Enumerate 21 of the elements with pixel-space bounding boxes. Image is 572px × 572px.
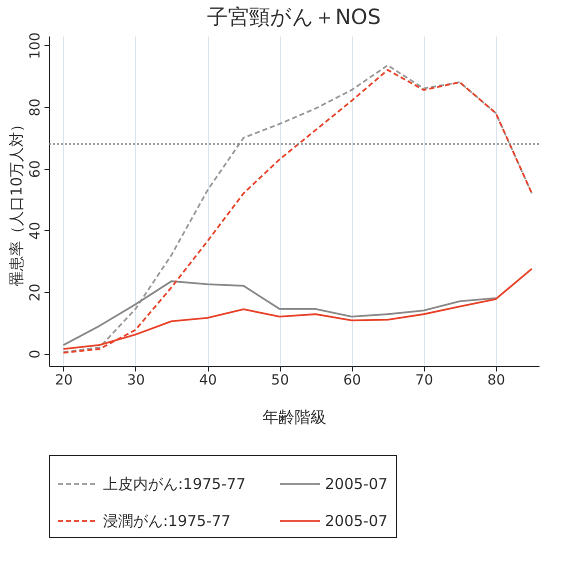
x-axis-title: 年齢階級	[262, 408, 326, 426]
x-tick-label: 60	[343, 372, 362, 388]
x-tick-label: 40	[199, 372, 217, 388]
x-tick-label: 50	[271, 372, 289, 388]
line-series	[62, 280, 497, 346]
y-tick-label: 100	[28, 32, 44, 60]
x-tick-label: 20	[55, 372, 73, 388]
legend-label: 2005-07	[325, 475, 388, 493]
y-tick-label: 40	[28, 222, 44, 240]
chart-title: 子宮頸がん＋NOS	[207, 4, 381, 29]
x-tick-label: 80	[487, 372, 506, 388]
y-tick-label: 0	[28, 350, 44, 359]
legend-label: 上皮内がん:1975-77	[103, 475, 246, 493]
y-tick-label: 80	[28, 98, 44, 116]
y-tick-label: 20	[28, 284, 44, 302]
y-axis-title: 罹患率（人口10万人対）	[8, 116, 26, 288]
legend-label: 浸潤がん:1975-77	[103, 512, 231, 530]
legend-label: 2005-07	[325, 512, 388, 530]
y-tick-label: 60	[28, 160, 44, 178]
x-tick-label: 70	[415, 372, 434, 388]
x-tick-label: 30	[127, 372, 145, 388]
